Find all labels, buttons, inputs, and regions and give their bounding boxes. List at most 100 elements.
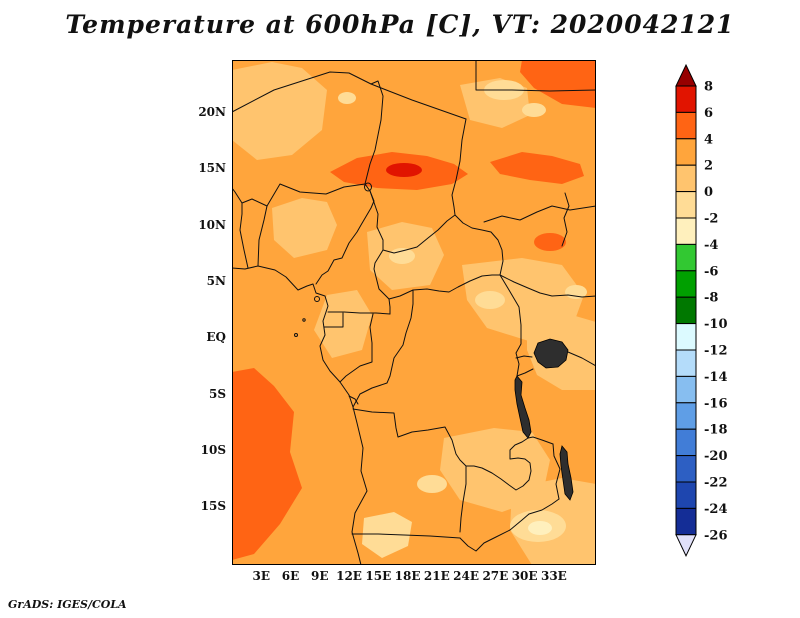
plot-title: Temperature at 600hPa [C], VT: 202004212…: [65, 10, 735, 39]
border-benin-west: [239, 202, 249, 269]
border-ssudan-uganda: [499, 274, 596, 298]
lake-malawi: [559, 445, 574, 501]
colorbar-label: 2: [704, 159, 713, 174]
lon-tick-21E: 21E: [423, 569, 450, 583]
colorbar-segment: [675, 402, 697, 430]
border-zambia-mozambique: [528, 498, 560, 515]
shade-palest-spot-m4tom2: [528, 521, 552, 535]
border-sudan-ssudan: [483, 205, 596, 223]
lake-victoria: [533, 338, 569, 369]
border-cameroon-car: [373, 249, 391, 315]
colorbar-label: -2: [704, 212, 718, 227]
lon-tick-9E: 9E: [311, 569, 329, 583]
colorbar-segment: [675, 164, 697, 193]
colorbar-label: 8: [704, 80, 713, 95]
colorbar-label: -6: [704, 264, 718, 279]
border-zambezi: [459, 513, 530, 552]
border-drc-angola: [352, 408, 467, 467]
border-zambia-tanzania: [527, 436, 554, 445]
border-car-south: [388, 274, 501, 300]
border-rwanda-burundi: [515, 355, 534, 377]
colorbar-label: 0: [704, 185, 713, 200]
colorbar-segment: [675, 375, 697, 404]
colorbar-segment: [675, 191, 697, 219]
lat-tick-15N: 15N: [198, 161, 226, 176]
border-gabon-congo: [339, 313, 374, 383]
border-chad-cameroon: [369, 190, 384, 251]
colorbar-label: -4: [704, 238, 718, 253]
border-chad-car: [382, 214, 456, 254]
island-bioko: [314, 296, 320, 302]
border-chad-sudan: [451, 118, 467, 216]
colorbar-label: -10: [704, 317, 728, 332]
colorbar-segment: [675, 349, 697, 377]
colorbar-bottom-arrow: [675, 534, 697, 557]
colorbar-label: -26: [704, 528, 728, 543]
border-kenya-tanzania: [567, 351, 596, 367]
lake-chad-outline: [364, 182, 372, 192]
plot-frame: [232, 60, 596, 565]
colorbar-legend: 8 6 4 2 0 -2 -4 -6 -8 -10 -12 -14 -16 -18 -20 -22 -24 -26: [672, 63, 742, 563]
border-zambia-malawi: [552, 443, 561, 500]
colorbar-label: -14: [704, 370, 728, 385]
border-egypt-sudan: [475, 60, 596, 92]
lon-tick-18E: 18E: [394, 569, 421, 583]
lat-tick-15S: 15S: [200, 499, 226, 514]
colorbar-label: -20: [704, 449, 728, 464]
colorbar-top-arrow: [675, 63, 697, 87]
lat-tick-EQ: EQ: [206, 330, 226, 345]
colorbar-segment: [675, 85, 697, 113]
lon-tick-15E: 15E: [365, 569, 392, 583]
border-drc-zambia: [465, 437, 532, 491]
colorbar-label: -8: [704, 291, 718, 306]
border-car-sudan: [454, 214, 504, 276]
lon-tick-27E: 27E: [482, 569, 509, 583]
border-ethiopia-west: [561, 192, 570, 247]
colorbar-segment: [675, 455, 697, 483]
colorbar-label: -12: [704, 344, 728, 359]
lon-tick-6E: 6E: [281, 569, 300, 583]
map-canvas: [232, 60, 596, 565]
lat-tick-10N: 10N: [198, 217, 226, 232]
colorbar-segment: [675, 296, 697, 325]
border-congo-drc: [352, 289, 414, 408]
border-niger-south: [241, 183, 366, 207]
colorbar-label: 6: [704, 106, 713, 121]
island-principe: [302, 318, 306, 322]
lat-tick-20N: 20N: [198, 104, 226, 119]
colorbar-label: -16: [704, 396, 728, 411]
lon-tick-3E: 3E: [252, 569, 271, 583]
lon-tick-33E: 33E: [540, 569, 567, 583]
lon-tick-12E: 12E: [336, 569, 362, 583]
shade-hot-core-6to8: [386, 163, 422, 177]
colorbar-segment: [675, 323, 697, 351]
border-angola-namibia: [351, 533, 461, 539]
border-cameroon-south: [327, 311, 391, 315]
border-benin-east: [257, 205, 268, 267]
colorbar-segment: [675, 507, 697, 536]
lat-tick-10S: 10S: [200, 443, 226, 458]
colorbar-label: -22: [704, 476, 728, 491]
colorbar-label: -24: [704, 502, 728, 517]
border-drc-east: [499, 274, 522, 377]
island-saotome: [294, 333, 298, 337]
colorbar-label: 4: [704, 132, 713, 147]
border-niger-chad: [364, 80, 384, 185]
colorbar-segment: [675, 111, 697, 140]
colorbar: 8 6 4 2 0 -2 -4 -6 -8 -10 -12 -14 -16 -18 -20 -22 -24 -26: [675, 63, 728, 557]
colorbar-segment: [675, 138, 697, 166]
coastline: [232, 265, 368, 565]
colorbar-label: -18: [704, 423, 728, 438]
colorbar-segment: [675, 270, 697, 298]
colorbar-segment: [675, 217, 697, 245]
border-angola-zambia: [459, 465, 467, 533]
lon-tick-24E: 24E: [453, 569, 480, 583]
colorbar-segment: [675, 481, 697, 509]
grads-credit: GrADS: IGES/COLA: [8, 598, 127, 611]
lat-tick-5N: 5N: [206, 274, 226, 289]
colorbar-segment: [675, 243, 697, 272]
lat-tick-5S: 5S: [208, 386, 226, 401]
border-eq-guinea: [323, 312, 344, 328]
colorbar-segment: [675, 428, 697, 457]
